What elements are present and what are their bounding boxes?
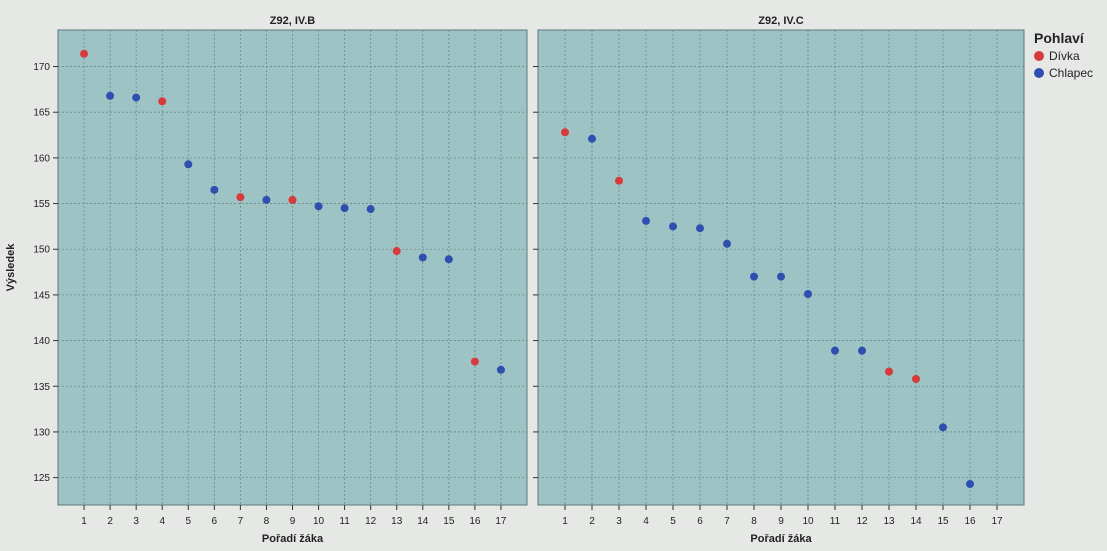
- x-tick-label: 2: [107, 516, 113, 527]
- legend-item-chlapec: Chlapec: [1034, 66, 1093, 80]
- data-point-chlapec: [669, 222, 677, 231]
- legend: Pohlaví Dívka Chlapec: [1034, 30, 1093, 80]
- y-tick-label: 130: [33, 427, 50, 438]
- x-axis-label: Pořadí žáka: [750, 533, 812, 545]
- x-tick-label: 5: [185, 516, 191, 527]
- legend-label-chlapec: Chlapec: [1049, 66, 1094, 80]
- x-tick-label: 14: [417, 516, 429, 527]
- y-tick-label: 135: [33, 382, 50, 393]
- y-tick-label: 165: [33, 108, 50, 119]
- data-point-chlapec: [750, 272, 758, 281]
- data-point-divka: [392, 247, 401, 256]
- x-tick-label: 1: [81, 516, 87, 527]
- data-point-chlapec: [966, 479, 974, 488]
- x-tick-label: 3: [133, 516, 139, 527]
- panel-iv-b: Z92, IV.B1 2 3 4 5 6 7 8 9 10 11 12 13 14 15 16 17125130…: [5, 15, 528, 545]
- data-point-divka: [236, 193, 245, 202]
- x-tick-label: 10: [802, 516, 814, 527]
- panel-title: Z92, IV.C: [758, 15, 804, 27]
- x-tick-label: 17: [991, 516, 1003, 527]
- x-tick-label: 13: [391, 516, 403, 527]
- x-tick-label: 8: [264, 516, 270, 527]
- x-tick-label: 10: [313, 516, 325, 527]
- y-tick-label: 155: [33, 199, 50, 210]
- x-tick-label: 5: [670, 516, 676, 527]
- y-tick-label: 150: [33, 245, 50, 256]
- panel-title: Z92, IV.B: [270, 15, 316, 27]
- x-tick-label: 6: [697, 516, 703, 527]
- legend-dot-chlapec: [1034, 68, 1044, 78]
- x-tick-label: 3: [616, 516, 622, 527]
- data-point-chlapec: [858, 346, 866, 355]
- x-axis-label: Pořadí žáka: [262, 533, 324, 545]
- data-point-chlapec: [696, 224, 704, 233]
- data-point-divka: [885, 367, 893, 376]
- data-point-divka: [80, 49, 89, 58]
- x-tick-label: 12: [365, 516, 377, 527]
- data-point-chlapec: [184, 160, 193, 169]
- data-point-chlapec: [418, 253, 427, 262]
- data-point-divka: [158, 97, 167, 106]
- data-point-chlapec: [939, 423, 947, 432]
- x-tick-label: 8: [751, 516, 757, 527]
- data-point-divka: [615, 176, 623, 185]
- data-point-chlapec: [340, 204, 349, 213]
- data-point-chlapec: [831, 346, 839, 355]
- x-tick-label: 7: [724, 516, 730, 527]
- data-point-chlapec: [262, 195, 271, 204]
- data-point-chlapec: [804, 289, 812, 298]
- data-point-chlapec: [210, 185, 219, 194]
- data-point-chlapec: [723, 239, 731, 248]
- x-tick-label: 6: [212, 516, 218, 527]
- data-point-chlapec: [314, 202, 323, 211]
- legend-title: Pohlaví: [1034, 30, 1084, 46]
- x-tick-label: 1: [562, 516, 568, 527]
- x-tick-label: 4: [159, 516, 165, 527]
- x-tick-label: 12: [856, 516, 868, 527]
- data-point-chlapec: [496, 365, 505, 374]
- x-tick-label: 14: [910, 516, 922, 527]
- x-tick-label: 11: [830, 516, 841, 527]
- data-point-chlapec: [132, 93, 141, 102]
- x-tick-label: 16: [469, 516, 481, 527]
- y-tick-label: 125: [33, 473, 50, 484]
- y-tick-label: 160: [33, 153, 50, 164]
- x-tick-label: 11: [339, 516, 350, 527]
- x-tick-label: 15: [443, 516, 455, 527]
- x-tick-label: 9: [778, 516, 784, 527]
- legend-dot-divka: [1034, 51, 1044, 61]
- panel-iv-c: Z92, IV.C1 2 3 4 5 6 7 8 9 10 11 12 13 14 15 16 17Pořadí…: [533, 15, 1025, 545]
- y-tick-label: 145: [33, 290, 50, 301]
- data-point-divka: [288, 195, 297, 204]
- y-axis-label: Výsledek: [5, 243, 17, 292]
- x-tick-label: 13: [883, 516, 895, 527]
- legend-item-divka: Dívka: [1034, 49, 1093, 63]
- legend-label-divka: Dívka: [1049, 49, 1080, 63]
- data-point-divka: [912, 374, 920, 383]
- x-tick-label: 15: [937, 516, 949, 527]
- data-point-chlapec: [444, 255, 453, 264]
- y-tick-label: 170: [33, 62, 50, 73]
- x-tick-label: 4: [643, 516, 649, 527]
- x-tick-label: 16: [964, 516, 976, 527]
- x-tick-label: 7: [238, 516, 244, 527]
- x-tick-label: 9: [290, 516, 296, 527]
- data-point-divka: [470, 357, 479, 366]
- x-tick-label: 2: [589, 516, 595, 527]
- x-tick-label: 17: [495, 516, 507, 527]
- data-point-divka: [561, 128, 569, 137]
- data-point-chlapec: [642, 216, 650, 225]
- data-point-chlapec: [366, 205, 375, 214]
- data-point-chlapec: [588, 134, 596, 143]
- data-point-chlapec: [777, 272, 785, 281]
- y-tick-label: 140: [33, 336, 50, 347]
- data-point-chlapec: [106, 91, 115, 100]
